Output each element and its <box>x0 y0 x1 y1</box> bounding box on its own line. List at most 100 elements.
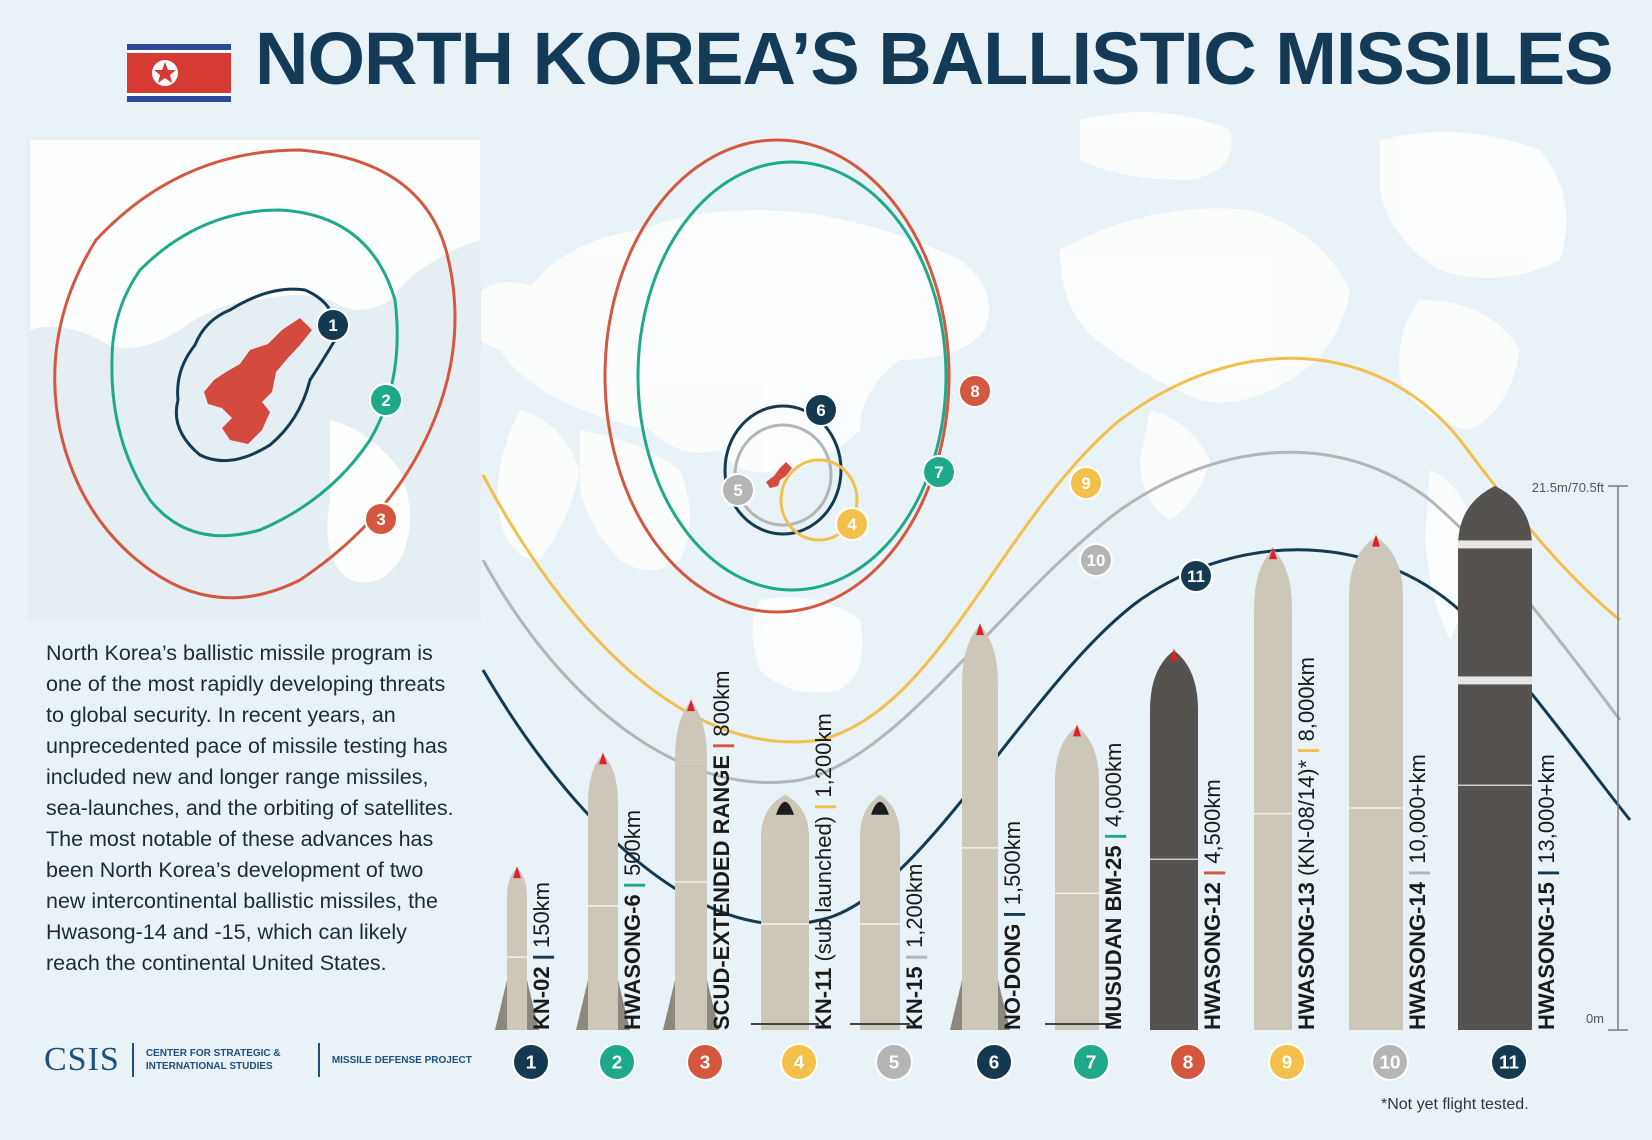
missile-7 <box>1045 724 1109 1030</box>
missile-name: HWASONG-14 <box>1405 881 1430 1030</box>
svg-text:6: 6 <box>816 401 825 420</box>
logo-wordmark: CSIS <box>44 1041 120 1078</box>
range-divider: | <box>1000 905 1025 923</box>
missile-note: (sub launched) <box>811 816 836 968</box>
missile-range: 4,500km <box>1200 779 1225 863</box>
missile-badge-3: 3 <box>686 1043 724 1081</box>
missile-note: (KN-08/14)* <box>1294 759 1319 882</box>
range-divider: | <box>1294 741 1319 759</box>
missile-name: HWASONG-12 <box>1200 882 1225 1030</box>
scale-top-label: 21.5m/70.5ft <box>1532 480 1605 495</box>
missile-range: 150km <box>529 882 554 948</box>
svg-text:8: 8 <box>1183 1052 1194 1073</box>
missile-label-11: HWASONG-15 | 13,000+km <box>1534 754 1559 1030</box>
missile-label-6: NO-DONG | 1,500km <box>1000 821 1025 1030</box>
missile-badge-4: 4 <box>780 1043 818 1081</box>
svg-text:3: 3 <box>700 1052 711 1073</box>
missile-range: 800km <box>709 671 734 737</box>
north-korea-inset <box>204 318 312 444</box>
north-korea-flag <box>127 44 231 102</box>
missile-range: 1,200km <box>811 713 836 797</box>
range-divider: | <box>902 948 927 966</box>
svg-text:5: 5 <box>733 481 742 500</box>
svg-text:11: 11 <box>1187 567 1205 586</box>
missile-range: 8,000km <box>1294 657 1319 741</box>
inset-range-ring-2 <box>110 208 399 538</box>
map-marker-8: 8 <box>958 374 992 408</box>
missile-3 <box>663 699 719 1030</box>
svg-text:7: 7 <box>934 463 943 482</box>
missile-name: NO-DONG <box>1000 924 1025 1030</box>
map-marker-9: 9 <box>1069 466 1103 500</box>
missile-8 <box>1150 648 1198 1030</box>
missile-label-1: KN-02 | 150km <box>529 882 554 1030</box>
range-ring-4 <box>779 458 859 542</box>
missile-label-5: KN-15 | 1,200km <box>902 864 927 1030</box>
missile-2 <box>576 752 630 1030</box>
missile-9 <box>1254 547 1292 1030</box>
missile-range: 13,000+km <box>1534 754 1559 863</box>
scale-bottom-label: 0m <box>1586 1011 1604 1026</box>
missile-11 <box>1458 486 1532 1030</box>
missile-name: KN-11 <box>811 968 836 1030</box>
svg-text:10: 10 <box>1379 1052 1400 1073</box>
svg-text:9: 9 <box>1282 1052 1293 1073</box>
missile-range: 1,200km <box>902 864 927 948</box>
svg-text:4: 4 <box>794 1052 805 1073</box>
missile-name: KN-15 <box>902 966 927 1030</box>
missile-label-10: HWASONG-14 | 10,000+km <box>1405 754 1430 1030</box>
map-marker-1: 1 <box>316 308 350 342</box>
footnote: *Not yet flight tested. <box>1381 1096 1529 1113</box>
map-marker-6: 6 <box>804 393 838 427</box>
missile-6 <box>950 623 1010 1030</box>
svg-text:5: 5 <box>889 1052 900 1073</box>
map-marker-5: 5 <box>721 473 755 507</box>
missile-badge-1: 1 <box>512 1043 550 1081</box>
svg-text:4: 4 <box>847 515 857 534</box>
map-marker-3: 3 <box>364 502 398 536</box>
svg-text:2: 2 <box>612 1052 623 1073</box>
svg-text:2: 2 <box>381 391 390 410</box>
svg-text:3: 3 <box>376 510 385 529</box>
logo-divider <box>131 1043 134 1077</box>
map-marker-7: 7 <box>922 455 956 489</box>
range-divider: | <box>1200 864 1225 882</box>
description-paragraph: North Korea’s ballistic missile program … <box>46 641 454 975</box>
svg-text:8: 8 <box>970 382 979 401</box>
missile-5 <box>850 794 910 1030</box>
missile-badge-11: 11 <box>1490 1043 1528 1081</box>
range-ring-8 <box>603 138 951 614</box>
missile-label-4: KN-11 (sub launched) | 1,200km <box>811 713 836 1030</box>
range-divider: | <box>1534 864 1559 882</box>
map-markers: 1 2 3 4 5 6 7 8 9 10 11 <box>316 308 1213 593</box>
missile-name: MUSUDAN BM-25 <box>1101 845 1126 1030</box>
missile-label-9: HWASONG-13 (KN-08/14)* | 8,000km <box>1294 657 1319 1030</box>
inset-range-ring-3 <box>53 148 457 600</box>
north-korea-map <box>766 462 792 488</box>
missile-range: 4,000km <box>1101 743 1126 827</box>
map-marker-2: 2 <box>369 383 403 417</box>
missile-range: 10,000+km <box>1405 754 1430 863</box>
missile-name: HWASONG-15 <box>1534 882 1559 1030</box>
csis-logo: CSIS CENTER FOR STRATEGIC & INTERNATIONA… <box>44 1040 472 1080</box>
range-divider: | <box>620 876 645 894</box>
missile-name: HWASONG-13 <box>1294 882 1319 1030</box>
missile-badge-10: 10 <box>1371 1043 1409 1081</box>
missile-label-2: HWASONG-6 | 500km <box>620 810 645 1030</box>
missile-label-7: MUSUDAN BM-25 | 4,000km <box>1101 743 1126 1030</box>
map-marker-11: 11 <box>1179 559 1213 593</box>
svg-text:9: 9 <box>1081 474 1090 493</box>
range-ring-6 <box>723 404 843 536</box>
map-marker-4: 4 <box>835 507 869 541</box>
range-divider: | <box>811 798 836 816</box>
svg-text:1: 1 <box>526 1052 537 1073</box>
logo-project: MISSILE DEFENSE PROJECT <box>331 1054 472 1066</box>
missile-badge-8: 8 <box>1169 1043 1207 1081</box>
page-title: NORTH KOREA’S BALLISTIC MISSILES <box>255 17 1614 100</box>
missile-10 <box>1349 534 1403 1030</box>
svg-text:11: 11 <box>1499 1052 1519 1073</box>
range-divider: | <box>709 737 734 755</box>
missile-range: 500km <box>620 810 645 876</box>
svg-text:10: 10 <box>1087 551 1106 570</box>
range-divider: | <box>529 948 554 966</box>
